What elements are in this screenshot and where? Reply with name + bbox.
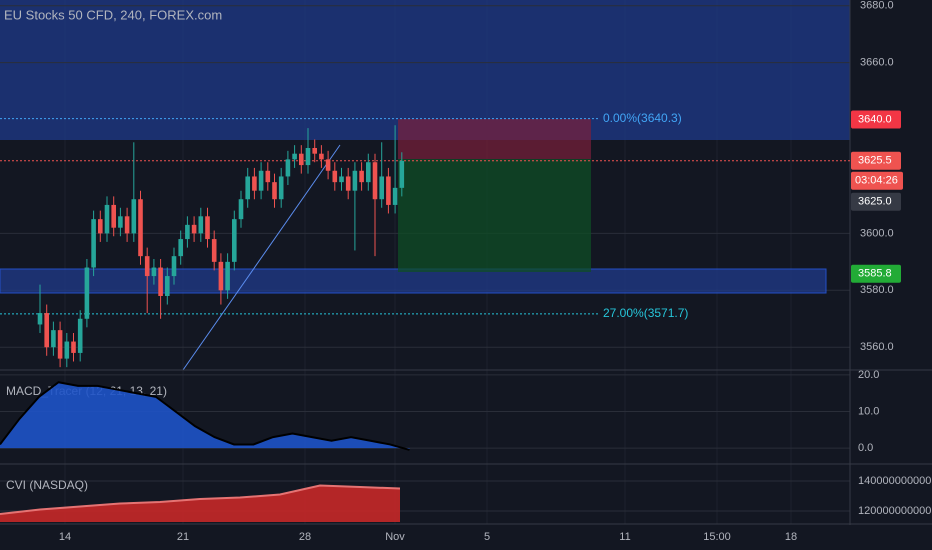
candle-body xyxy=(151,267,157,277)
candle-body xyxy=(339,176,344,183)
macd-line xyxy=(0,381,410,451)
candle-body xyxy=(64,341,70,359)
candle-body xyxy=(165,276,170,296)
candle-body xyxy=(258,170,264,191)
candle-body xyxy=(84,267,90,319)
candle-body xyxy=(305,148,311,166)
candle-body xyxy=(332,170,338,183)
y-tick-label: 20.0 xyxy=(858,369,879,381)
price-tag-label: 3640.0 xyxy=(858,113,892,125)
candle-body xyxy=(98,219,103,234)
candle-body xyxy=(131,199,137,234)
candle-body xyxy=(292,153,297,160)
candle-body xyxy=(285,159,291,177)
y-tick-label: 120000000000 xyxy=(858,505,931,517)
candle-body xyxy=(379,176,384,200)
candle-body xyxy=(278,176,284,200)
price-tag-label: 3625.0 xyxy=(858,196,892,208)
candle-body xyxy=(211,239,217,262)
candle-body xyxy=(299,153,304,166)
candle-body xyxy=(252,176,257,191)
candle-body xyxy=(386,176,391,205)
candle-body xyxy=(77,318,83,353)
y-tick-label: 3600.0 xyxy=(860,227,894,239)
candle-body xyxy=(185,224,190,240)
price-tag-label: 3585.8 xyxy=(858,268,892,280)
x-tick-label: Nov xyxy=(385,531,405,543)
price-tag xyxy=(851,192,901,211)
candle-body xyxy=(71,341,76,353)
candle-body xyxy=(272,182,277,200)
candle-body xyxy=(232,219,237,262)
candle-body xyxy=(51,330,56,348)
candle-body xyxy=(191,224,197,234)
x-tick-label: 14 xyxy=(59,531,71,543)
candle-body xyxy=(325,159,331,171)
price-tag-label: 3625.5 xyxy=(858,155,892,167)
candle-body xyxy=(118,216,123,228)
price-tag xyxy=(851,151,901,170)
x-tick-label: 21 xyxy=(177,531,189,543)
candle-body xyxy=(265,170,271,183)
price-tag xyxy=(851,264,901,283)
target-zone xyxy=(398,159,591,272)
candle-body xyxy=(238,199,244,220)
candle-body xyxy=(319,153,324,160)
candle-body xyxy=(144,256,150,277)
macd-area xyxy=(0,382,410,450)
candle-body xyxy=(359,170,364,183)
fib-label: 0.00%(3640.3) xyxy=(603,111,682,125)
stop-zone xyxy=(398,119,591,159)
cvi-line xyxy=(0,484,401,516)
cvi-area xyxy=(0,485,400,522)
price-tag xyxy=(851,110,901,129)
candle-body xyxy=(124,216,130,234)
candle-body xyxy=(352,170,358,191)
candle-body xyxy=(171,256,177,277)
y-tick-label: 3580.0 xyxy=(860,284,894,296)
candle-body xyxy=(245,176,250,200)
candle-body xyxy=(37,313,43,325)
y-tick-label: 3560.0 xyxy=(860,341,894,353)
candle-body xyxy=(225,261,230,291)
candle-body xyxy=(158,267,163,296)
countdown-tag xyxy=(851,171,903,190)
y-tick-label: 3660.0 xyxy=(860,57,894,69)
y-tick-label: 3680.0 xyxy=(860,0,894,12)
y-tick-label: 0.0 xyxy=(858,442,873,454)
candle-body xyxy=(138,199,143,257)
candle-body xyxy=(91,219,96,268)
trend-line xyxy=(182,144,341,371)
candle-body xyxy=(372,162,378,200)
candle-body xyxy=(312,148,317,154)
x-tick-label: 5 xyxy=(484,531,490,543)
demand-zone xyxy=(0,268,827,294)
candle-body xyxy=(205,216,210,240)
y-tick-label: 140000000000 xyxy=(858,475,931,487)
candle-body xyxy=(111,204,116,228)
candle-body xyxy=(218,261,224,291)
fib-label: 27.00%(3571.7) xyxy=(603,306,688,320)
candle-body xyxy=(178,239,183,257)
x-tick-label: 15:00 xyxy=(703,531,731,543)
candle-body xyxy=(345,176,351,191)
candle-body xyxy=(366,162,371,183)
y-tick-label: 10.0 xyxy=(858,405,879,417)
candle-body xyxy=(399,160,405,188)
candle-body xyxy=(198,216,204,234)
countdown: 03:04:26 xyxy=(855,175,898,187)
x-tick-label: 11 xyxy=(619,531,630,543)
cvi-title: CVI (NASDAQ) xyxy=(6,478,88,492)
candle-body xyxy=(104,204,110,234)
x-tick-label: 28 xyxy=(299,531,311,543)
candle-body xyxy=(392,187,398,205)
chart-title: EU Stocks 50 CFD, 240, FOREX.com xyxy=(4,7,222,22)
candle-body xyxy=(44,313,49,348)
supply-zone xyxy=(0,0,850,140)
x-tick-label: 18 xyxy=(785,531,797,543)
candle-body xyxy=(57,330,63,359)
